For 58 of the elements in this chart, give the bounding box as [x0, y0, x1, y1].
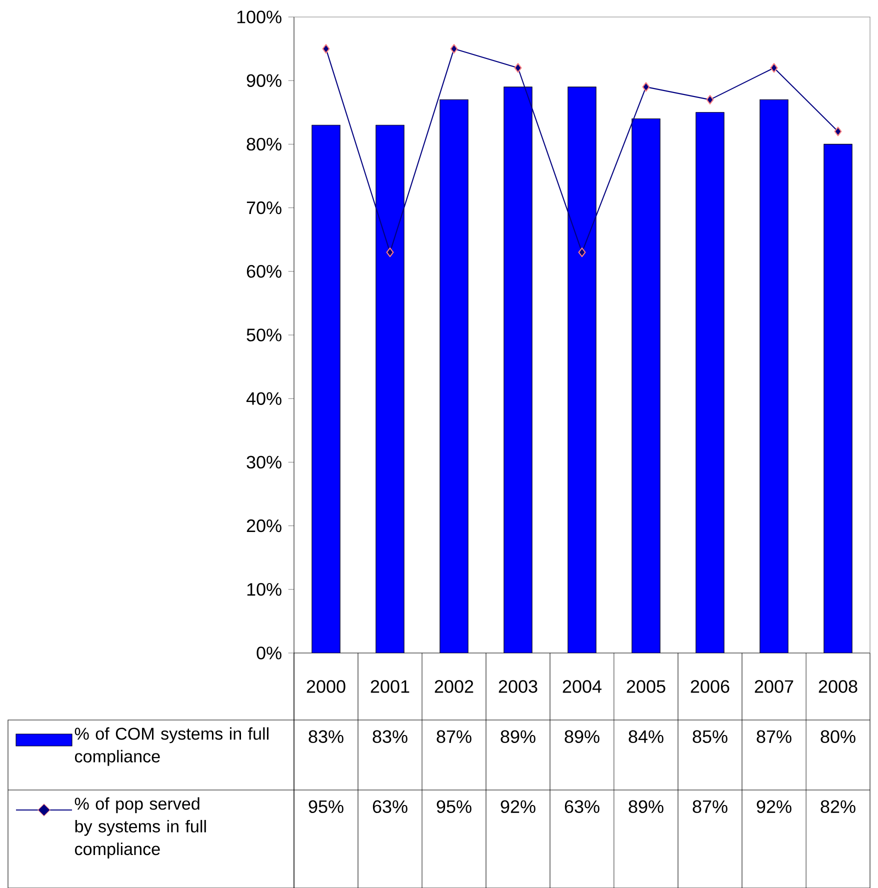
- bar: [760, 100, 788, 653]
- y-tick-label: 40%: [246, 392, 282, 405]
- y-tick-label: 60%: [246, 265, 282, 278]
- data-label: 92%: [500, 800, 536, 813]
- y-tick-label: 20%: [246, 519, 282, 532]
- point: [834, 126, 842, 136]
- point: [322, 44, 330, 54]
- point: [386, 248, 394, 258]
- bar: [632, 118, 660, 653]
- bar: [824, 144, 852, 653]
- bar: [312, 125, 340, 653]
- data-label: 85%: [692, 730, 728, 743]
- data-label: 87%: [436, 730, 472, 743]
- y-tick-label: 70%: [246, 201, 282, 214]
- y-tick-label: 30%: [246, 456, 282, 469]
- y-tick-label: 100%: [237, 10, 282, 24]
- bar: [504, 86, 532, 653]
- point: [706, 94, 714, 104]
- data-label: 95%: [308, 800, 344, 813]
- y-tick-label: 50%: [246, 328, 282, 342]
- x-tick-label: 2006: [690, 680, 730, 693]
- y-tick-label: 0%: [256, 646, 282, 660]
- x-tick-label: 2000: [306, 680, 346, 693]
- x-tick-label: 2001: [370, 680, 410, 693]
- bar: [440, 100, 468, 653]
- data-label: 89%: [564, 730, 600, 743]
- bar: [696, 112, 724, 653]
- data-label: 87%: [756, 730, 792, 743]
- y-tick-label: 10%: [247, 583, 282, 596]
- x-tick-label: 2005: [626, 680, 666, 693]
- y-tick-label: 80%: [246, 138, 282, 151]
- point: [770, 63, 778, 73]
- data-label: 82%: [820, 800, 856, 813]
- x-tick-label: 2008: [818, 680, 858, 693]
- bar: [376, 125, 404, 653]
- legend-label: % of COM systems in full compliance: [74, 727, 268, 766]
- data-label: 83%: [372, 730, 408, 743]
- data-label: 63%: [372, 800, 408, 813]
- data-label: 89%: [628, 800, 664, 813]
- data-label: 95%: [436, 800, 472, 813]
- point: [450, 44, 458, 54]
- y-tick-label: 90%: [246, 74, 282, 87]
- x-tick-label: 2002: [434, 680, 474, 693]
- data-label: 84%: [628, 730, 664, 743]
- x-tick-label: 2003: [498, 680, 538, 693]
- bar: [568, 86, 596, 653]
- data-label: 89%: [500, 730, 536, 743]
- data-label: 87%: [692, 800, 728, 813]
- data-label: 63%: [564, 800, 600, 813]
- data-label: 80%: [820, 730, 856, 743]
- data-label: 92%: [756, 800, 792, 813]
- data-label: 83%: [308, 730, 344, 743]
- x-tick-label: 2004: [562, 680, 602, 693]
- point: [578, 248, 586, 258]
- point: [514, 63, 522, 73]
- point: [642, 82, 650, 92]
- x-tick-label: 2007: [754, 680, 794, 693]
- legend-label: % of pop served by systems in full compliance: [74, 797, 206, 858]
